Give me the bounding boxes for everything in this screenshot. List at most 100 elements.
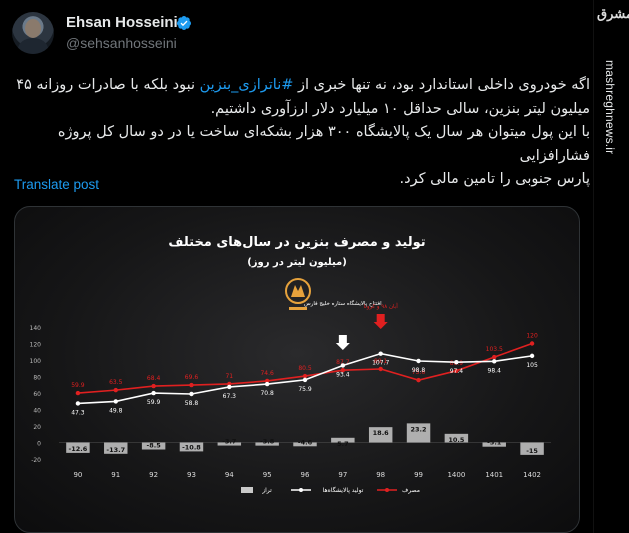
x-tick-label: 97: [338, 471, 347, 479]
consumption-point: [302, 373, 308, 379]
x-tick-label: 90: [73, 471, 82, 479]
balance-bar-label: -4.6: [298, 438, 313, 446]
production-point: [340, 363, 346, 368]
balance-bar-label: -13.7: [106, 446, 125, 454]
production-point: [264, 381, 270, 387]
production-point: [378, 351, 383, 356]
avatar[interactable]: [12, 12, 54, 54]
hashtag-link[interactable]: #ناترازی_بنزین: [199, 77, 294, 93]
y-tick-label: -20: [31, 457, 41, 464]
production-point: [189, 391, 194, 397]
production-data-label: 107.7: [372, 360, 389, 367]
x-tick-label: 1400: [447, 471, 465, 479]
balance-bar: [179, 442, 204, 452]
balance-bar-label: -3.7: [222, 438, 236, 446]
balance-bar-label: -15: [526, 447, 538, 455]
x-tick-label: 92: [149, 471, 158, 479]
consumption-point: [264, 378, 270, 384]
x-tick-label: 93: [187, 471, 196, 479]
consumption-data-label: 69.6: [185, 374, 199, 381]
production-data-label: 97.4: [450, 368, 464, 375]
author-handle[interactable]: @sehsanhosseini: [66, 35, 177, 51]
production-data-label: 67.3: [223, 393, 237, 400]
balance-bar: [141, 442, 166, 450]
x-tick-label: 96: [301, 471, 310, 479]
author-name[interactable]: Ehsan Hosseini: [66, 14, 178, 31]
consumption-data-label: 87.7: [336, 359, 350, 366]
production-point: [454, 359, 459, 365]
balance-bar: [368, 427, 393, 443]
production-point: [227, 384, 232, 390]
balance-bar-label: -12.6: [69, 445, 88, 453]
legend-marker-production: [299, 488, 303, 492]
y-tick-label: 100: [30, 358, 42, 365]
y-tick-label: 0: [37, 441, 41, 448]
annotation-arrow-red: [373, 314, 388, 329]
balance-bar-label: 23.2: [411, 425, 427, 433]
chart-subtitle: (میلیون لیتر در روز): [247, 257, 347, 268]
production-data-label: 70.8: [260, 390, 274, 397]
balance-bar: [217, 442, 242, 446]
annotation-covid: آبان ۹۸ و کرونا: [364, 303, 399, 310]
consumption-data-label: 75.6: [412, 369, 426, 376]
balance-bar: [331, 437, 355, 443]
production-point: [151, 390, 156, 396]
balance-bar-label: -10.8: [182, 443, 201, 451]
production-point: [416, 358, 421, 364]
y-tick-label: 140: [30, 325, 42, 332]
site-logo: مشرق: [597, 7, 629, 22]
x-tick-label: 94: [225, 471, 234, 479]
legend-production: تولید پالایشگاه‌ها: [323, 486, 364, 494]
legend-consumption: مصرف: [402, 487, 420, 494]
x-tick-label: 1402: [523, 471, 541, 479]
consumption-data-label: 63.5: [109, 379, 123, 386]
consumption-point: [378, 366, 383, 372]
consumption-point: [454, 368, 459, 374]
consumption-data-label: 74.6: [260, 370, 274, 377]
balance-bar: [66, 442, 90, 453]
translate-post-link[interactable]: Translate post: [14, 177, 100, 192]
y-tick-label: 120: [30, 342, 42, 349]
tweet-media-image[interactable]: تولید و مصرف بنزین در سال‌های مختلف (میل…: [14, 206, 580, 533]
production-point: [302, 377, 308, 383]
consumption-data-label: 71: [225, 373, 233, 380]
production-data-label: 59.9: [147, 399, 161, 406]
production-data-label: 93.4: [336, 371, 350, 378]
site-url: mashreghnews.ir: [603, 60, 617, 155]
legend-balance: تراز: [261, 487, 272, 494]
balance-bar: [520, 442, 544, 455]
y-tick-label: 80: [33, 375, 41, 382]
production-data-label: 58.8: [185, 400, 199, 407]
x-tick-label: 98: [376, 471, 385, 479]
balance-bar-label: -5.1: [487, 439, 502, 447]
annotation-refinery-opening: افتتاح پالایشگاه ستاره خلیج فارس: [304, 300, 382, 307]
balance-bar-label: 10.5: [448, 436, 465, 444]
consumption-data-label: 80.5: [298, 365, 312, 372]
tweet-line-4: پارس جنوبی را تامین مالی کرد.: [399, 171, 590, 187]
consumption-data-label: 89.1: [374, 358, 388, 365]
chart-plot: -20 0 20 40 60 80 100 120 140 -12.6 -13.7 -8.5 -10.8…: [30, 300, 551, 494]
consumption-data-label: 120: [526, 333, 538, 340]
balance-bar-label: -8.5: [147, 442, 162, 450]
balance-bar-label: 18.6: [373, 429, 390, 437]
balance-bar: [255, 442, 279, 446]
consumption-point: [151, 383, 156, 389]
balance-bar: [482, 442, 506, 447]
consumption-point: [492, 354, 497, 360]
balance-bar-label: 5.7: [337, 440, 349, 448]
chart-title: تولید و مصرف بنزین در سال‌های مختلف: [168, 235, 426, 250]
production-point: [492, 359, 497, 364]
production-data-label: 105: [526, 362, 538, 369]
consumption-point: [75, 390, 81, 396]
balance-bar: [444, 433, 469, 443]
consumption-point: [416, 377, 421, 383]
production-data-label: 49.8: [109, 407, 123, 414]
balance-bar: [104, 442, 128, 454]
consumption-data-label: 68.4: [147, 375, 161, 382]
x-tick-label: 1401: [485, 471, 503, 479]
tweet-text: اگه خودروی داخلی استاندارد بود، نه تنها …: [14, 74, 590, 192]
x-tick-label: 95: [263, 471, 272, 479]
tweet-line-3: با این پول میتوان هر سال یک پالایشگاه ۳۰…: [57, 124, 590, 164]
legend-swatch-balance: [241, 487, 253, 493]
consumption-data-label: 103.5: [486, 346, 503, 353]
